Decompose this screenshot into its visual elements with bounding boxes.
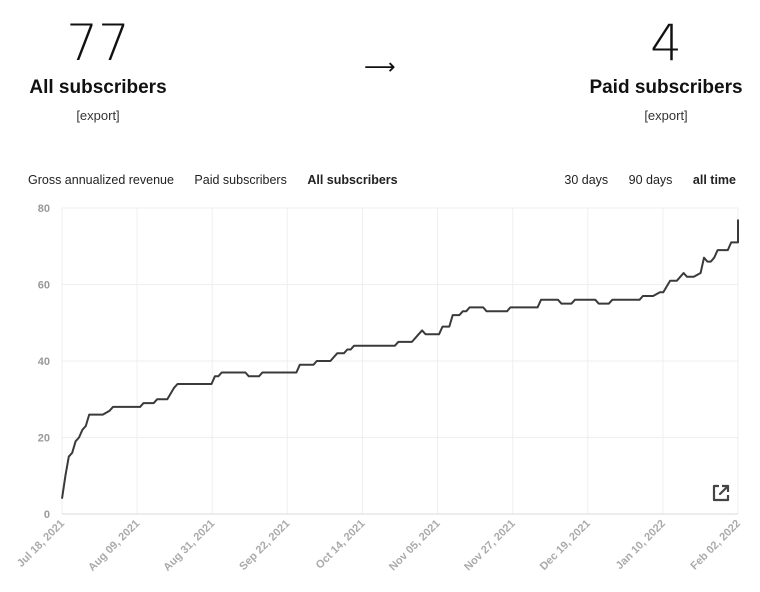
x-tick-label: Feb 02, 2022: [688, 518, 743, 573]
tab-all-subscribers[interactable]: All subscribers: [307, 173, 398, 187]
series-line: [61, 219, 739, 499]
x-tick-label: Jan 10, 2022: [614, 518, 668, 572]
x-tick-label: Dec 19, 2021: [538, 518, 593, 573]
tab-all-time[interactable]: all time: [692, 173, 736, 187]
x-tick-label: Aug 31, 2021: [161, 518, 217, 574]
y-tick-label: 40: [38, 356, 50, 368]
external-link-icon[interactable]: [711, 483, 731, 503]
y-tick-label: 20: [38, 433, 50, 445]
metric-tabs: Gross annualized revenue Paid subscriber…: [28, 173, 415, 187]
paid-subscribers-label: Paid subscribers: [589, 77, 743, 98]
subscribers-line-chart: 0 20 40 60 80 Jul 18, 2021 Aug 09, 2021 Aug 31…: [15, 203, 743, 574]
y-axis-ticks: 0 20 40 60 80: [38, 203, 50, 521]
all-subscribers-count: 77: [66, 14, 130, 72]
tab-gross-annualized-revenue[interactable]: Gross annualized revenue: [28, 173, 174, 187]
all-subscribers-export-link[interactable]: [export]: [76, 108, 120, 123]
y-tick-label: 80: [38, 203, 50, 215]
paid-subscribers-export-link[interactable]: [export]: [644, 108, 688, 123]
x-axis-ticks: Jul 18, 2021 Aug 09, 2021 Aug 31, 2021 Sep …: [15, 518, 743, 574]
x-tick-label: Oct 14, 2021: [314, 518, 368, 572]
range-tabs: 30 days 90 days all time: [547, 173, 736, 187]
paid-subscribers-count: 4: [650, 14, 682, 72]
x-tick-label: Nov 05, 2021: [387, 518, 443, 574]
x-tick-label: Aug 09, 2021: [86, 518, 142, 574]
right-arrow-icon: ⟶: [364, 54, 396, 79]
x-tick-label: Sep 22, 2021: [237, 518, 292, 573]
x-tick-label: Nov 27, 2021: [462, 518, 518, 574]
y-tick-label: 60: [38, 280, 50, 292]
all-subscribers-stat: 77 All subscribers [export]: [18, 14, 178, 123]
tab-30-days[interactable]: 30 days: [564, 173, 609, 187]
tab-90-days[interactable]: 90 days: [628, 173, 673, 187]
paid-subscribers-stat: 4 Paid subscribers [export]: [582, 14, 750, 123]
y-tick-label: 0: [44, 509, 50, 521]
tab-paid-subscribers[interactable]: Paid subscribers: [194, 173, 287, 187]
x-tick-label: Jul 18, 2021: [15, 518, 67, 570]
all-subscribers-label: All subscribers: [29, 77, 167, 98]
chart-grid: [61, 207, 739, 514]
